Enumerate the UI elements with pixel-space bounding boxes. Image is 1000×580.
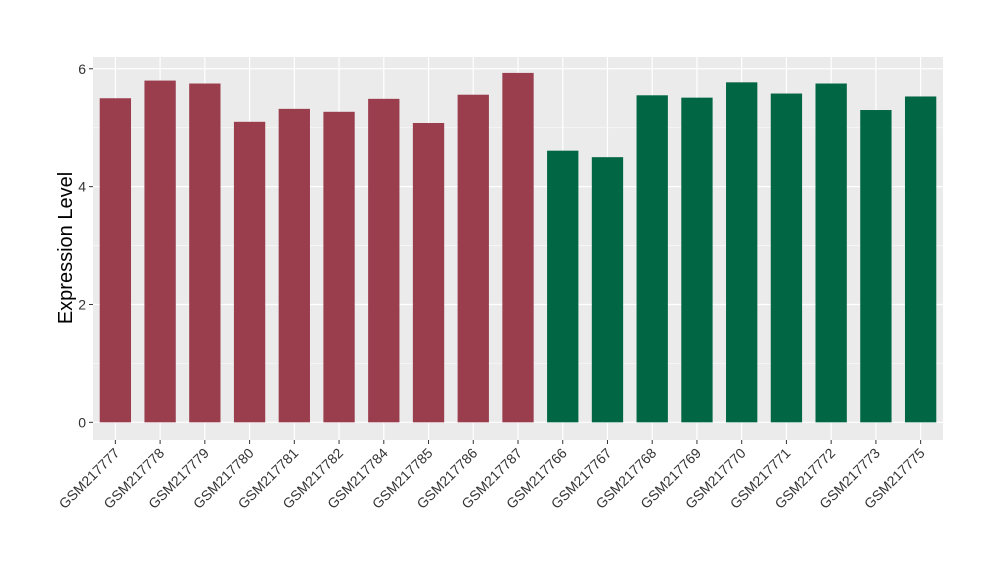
bar bbox=[368, 98, 400, 423]
bar bbox=[904, 96, 937, 423]
bar bbox=[189, 83, 221, 423]
bar bbox=[233, 121, 266, 423]
y-tick-label: 0 bbox=[78, 414, 86, 430]
bar bbox=[412, 122, 445, 423]
bar bbox=[278, 108, 310, 423]
bar bbox=[323, 111, 355, 423]
bar bbox=[457, 94, 489, 423]
x-axis: GSM217777GSM217778GSM217779GSM217780GSM2… bbox=[56, 440, 928, 512]
bar bbox=[636, 95, 668, 423]
bars bbox=[99, 72, 937, 423]
bar bbox=[547, 150, 579, 423]
bar bbox=[860, 110, 892, 423]
bar bbox=[726, 82, 758, 423]
bar bbox=[144, 80, 176, 423]
y-axis: 0 2 4 6 bbox=[78, 61, 93, 430]
y-tick-label: 4 bbox=[78, 179, 86, 195]
bar bbox=[815, 83, 847, 423]
y-tick-label: 2 bbox=[78, 296, 86, 312]
bar bbox=[99, 98, 132, 423]
y-axis-title: Expression Level bbox=[55, 172, 77, 324]
bar bbox=[681, 97, 713, 423]
bar bbox=[502, 72, 534, 423]
bar bbox=[591, 157, 624, 423]
bar bbox=[770, 93, 803, 423]
y-tick-label: 6 bbox=[78, 61, 86, 77]
